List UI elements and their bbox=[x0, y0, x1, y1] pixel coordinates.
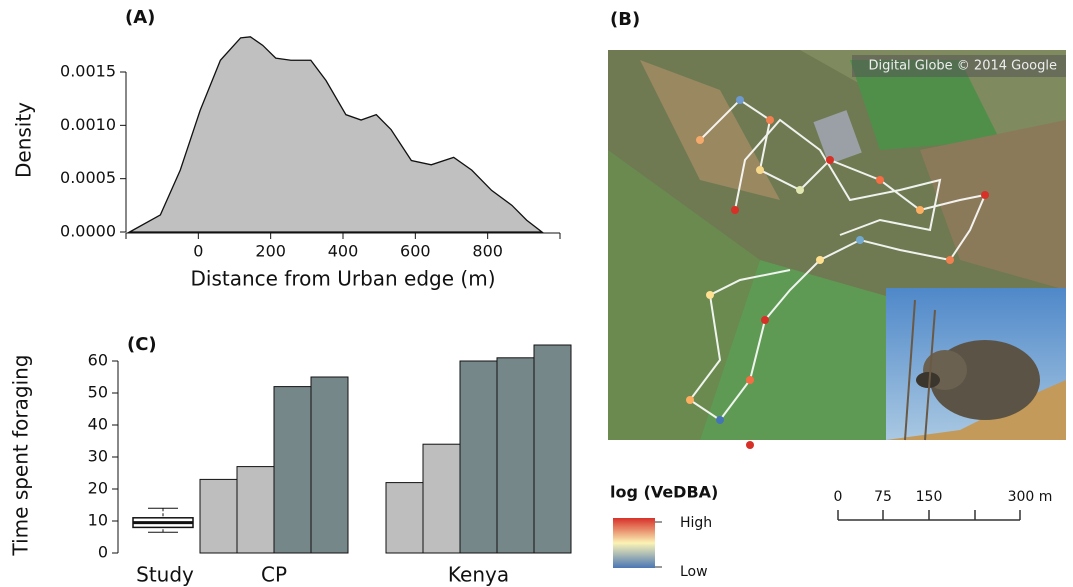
scale-label: 150 bbox=[916, 489, 943, 505]
legend-title: log (VeDBA) bbox=[610, 483, 718, 502]
category-label: Study bbox=[136, 563, 194, 587]
y-tick-label: 40 bbox=[88, 415, 108, 434]
x-tick-label: 0 bbox=[193, 242, 203, 261]
y-tick-label: 0.0000 bbox=[60, 222, 116, 241]
y-tick-label: 0 bbox=[98, 543, 108, 562]
x-axis-label: Distance from Urban edge (m) bbox=[191, 267, 496, 291]
scale-label: 75 bbox=[874, 489, 892, 505]
bar bbox=[310, 376, 349, 554]
legend-low: Low bbox=[680, 564, 708, 580]
map-credit: Digital Globe © 2014 Google bbox=[868, 59, 1057, 74]
category-label: Kenya bbox=[448, 563, 509, 587]
x-tick-label: 600 bbox=[400, 242, 431, 261]
y-tick-label: 0.0005 bbox=[60, 168, 116, 187]
bar bbox=[385, 482, 424, 554]
bar bbox=[236, 466, 275, 554]
bar bbox=[199, 478, 238, 554]
y-tick-label: 0.0010 bbox=[60, 115, 116, 134]
color-scale bbox=[613, 518, 655, 568]
scale-bar bbox=[837, 510, 1021, 521]
x-tick-label: 400 bbox=[328, 242, 359, 261]
inset-photo bbox=[886, 288, 1066, 441]
y-axis-label: Density bbox=[12, 102, 36, 178]
y-tick-label: 0.0015 bbox=[60, 62, 116, 81]
bar bbox=[533, 344, 572, 554]
y-tick-label: 60 bbox=[88, 351, 108, 370]
y-tick-label: 50 bbox=[88, 383, 108, 402]
bar bbox=[273, 386, 312, 554]
x-tick-label: 800 bbox=[472, 242, 503, 261]
panel-label: (A) bbox=[125, 7, 155, 28]
y-axis-label: Time spent foraging bbox=[9, 355, 33, 557]
y-tick-label: 20 bbox=[88, 479, 108, 498]
scale-label: 300 m bbox=[1008, 489, 1053, 505]
panel-label: (B) bbox=[610, 9, 640, 30]
x-tick-label: 200 bbox=[255, 242, 286, 261]
bar bbox=[422, 443, 461, 554]
y-tick-label: 30 bbox=[88, 447, 108, 466]
bar bbox=[496, 357, 535, 554]
category-label: CP bbox=[261, 563, 287, 587]
scale-label: 0 bbox=[834, 489, 843, 505]
map: Digital Globe © 2014 Google bbox=[608, 50, 1066, 449]
y-tick-label: 10 bbox=[88, 511, 108, 530]
bar bbox=[459, 360, 498, 554]
density-area bbox=[127, 36, 544, 233]
panel-label: (C) bbox=[127, 334, 157, 355]
legend-high: High bbox=[680, 515, 712, 531]
